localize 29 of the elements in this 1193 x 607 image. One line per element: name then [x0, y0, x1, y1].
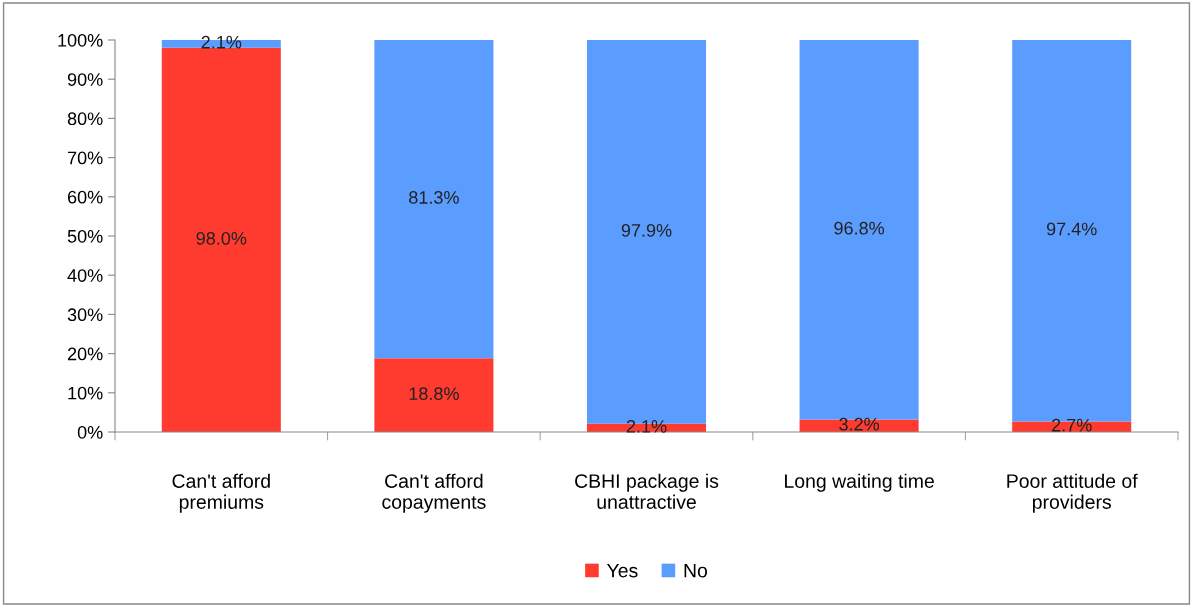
y-tick-label: 90% — [67, 73, 103, 86]
data-label: 81.3% — [409, 191, 459, 204]
x-tick-label: Long waiting time — [785, 473, 934, 492]
y-tick-label: 100% — [58, 33, 103, 47]
bar — [374, 358, 494, 432]
y-tick-label: 40% — [67, 269, 103, 282]
x-tick-label: Poor attitude of providers — [1007, 473, 1138, 513]
y-tick-label: 80% — [67, 112, 103, 126]
data-label: 96.8% — [834, 221, 885, 235]
data-label: 18.8% — [409, 387, 459, 400]
data-label: 98.0% — [196, 231, 247, 245]
data-label: 2.7% — [1052, 418, 1092, 432]
legend-label: No — [684, 563, 708, 578]
y-tick-label: 20% — [67, 347, 103, 361]
y-tick-label: 70% — [67, 151, 103, 165]
y-tick-label: 60% — [67, 190, 103, 204]
legend-label: Yes — [606, 563, 638, 578]
y-tick-label: 50% — [67, 229, 103, 243]
data-label: 97.9% — [621, 223, 672, 237]
y-tick-label: 0% — [77, 425, 103, 439]
bar — [374, 40, 494, 359]
data-label: 97.4% — [1046, 222, 1097, 236]
x-tick-label: Can't afford premiums — [172, 473, 270, 513]
x-tick-label: Can't afford copayments — [382, 473, 486, 513]
bar — [161, 47, 281, 432]
x-tick-label: CBHI package is unattractive — [575, 473, 719, 509]
data-label: 3.2% — [839, 417, 880, 431]
y-tick-label: 30% — [67, 308, 103, 322]
y-tick-label: 10% — [68, 386, 103, 400]
